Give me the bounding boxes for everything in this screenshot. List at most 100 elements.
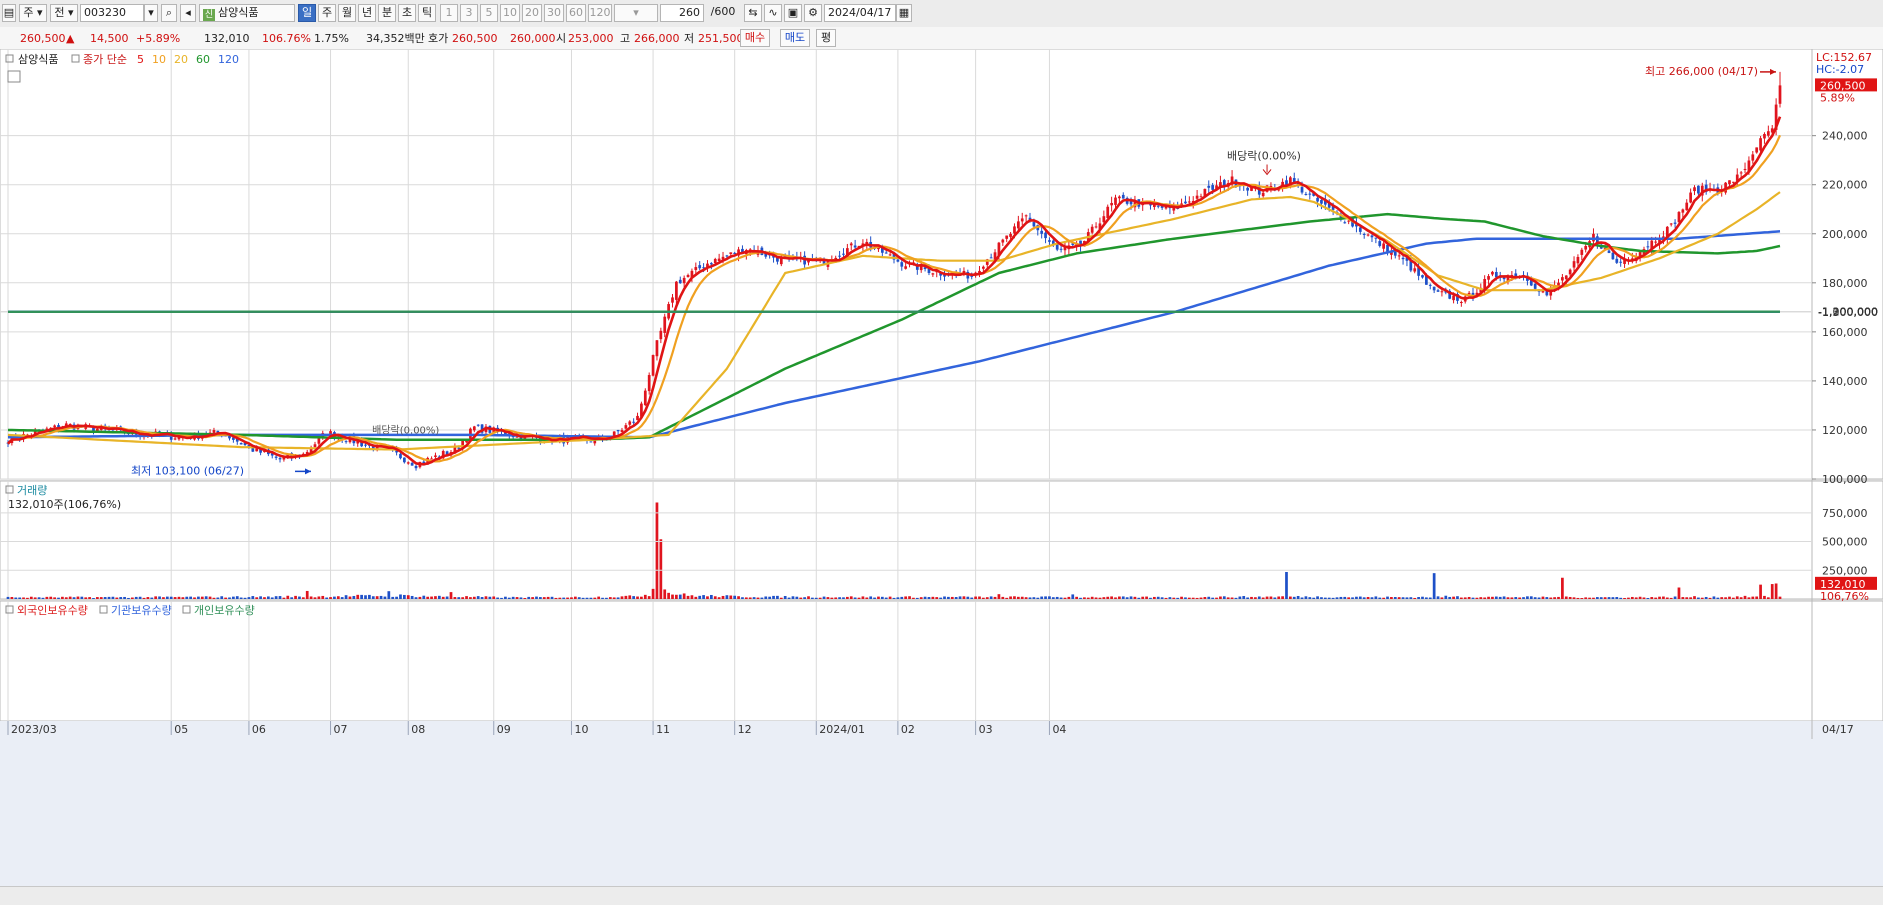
tab-day[interactable]: 일 — [298, 4, 316, 22]
tab-week[interactable]: 주 — [318, 4, 336, 22]
custom-interval-select[interactable]: ▾ — [614, 4, 658, 22]
candle-body — [430, 458, 433, 459]
candle-body — [1460, 302, 1463, 303]
gear-icon[interactable]: ⚙ — [804, 4, 822, 22]
volume-bar — [1639, 597, 1642, 599]
candle-body — [1569, 270, 1572, 275]
scroll-bar[interactable] — [0, 886, 1883, 905]
volume-bar — [838, 597, 841, 599]
compare-icon[interactable]: ⇆ — [744, 4, 762, 22]
volume-bar — [1600, 597, 1603, 599]
volume-bar — [1075, 597, 1078, 599]
volume-bar — [702, 595, 705, 599]
menu-icon[interactable]: ▤ — [2, 4, 16, 22]
volume-bar — [1612, 597, 1615, 599]
interval-3[interactable]: 3 — [460, 4, 478, 22]
candle-body — [1495, 272, 1498, 277]
candle-body — [1382, 243, 1385, 248]
y-tick-label: 180,000 — [1822, 277, 1868, 290]
volume-bar — [562, 598, 565, 599]
volume-bar — [119, 597, 122, 599]
market-select[interactable]: 전 ▾ — [50, 4, 78, 22]
volume-bar — [1165, 598, 1168, 599]
candle-body — [1305, 194, 1308, 195]
candle-body — [411, 463, 414, 466]
volume-bar — [30, 597, 33, 599]
volume-bar — [978, 596, 981, 599]
volume-bar — [1180, 597, 1183, 599]
date-input[interactable]: 2024/04/17 — [824, 4, 896, 22]
interval-60[interactable]: 60 — [566, 4, 586, 22]
candle-body — [1612, 253, 1615, 259]
volume-bar — [1192, 598, 1195, 599]
candle-body — [1102, 216, 1105, 222]
save-icon[interactable]: ▣ — [784, 4, 802, 22]
volume-bar — [1557, 597, 1560, 599]
volume-bar — [457, 597, 460, 599]
volume-bar — [963, 596, 966, 599]
volume-tick-label: 500,000 — [1822, 536, 1868, 549]
volume-bar — [1530, 596, 1533, 599]
candle-body — [726, 255, 729, 256]
interval-5[interactable]: 5 — [480, 4, 498, 22]
candle-body — [1378, 241, 1381, 246]
calendar-icon[interactable]: ▦ — [896, 4, 912, 22]
volume-bar — [1740, 597, 1743, 599]
tab-tick[interactable]: 틱 — [418, 4, 436, 22]
x-tick-label: 09 — [497, 723, 511, 736]
interval-120[interactable]: 120 — [588, 4, 612, 22]
volume-bar — [1367, 597, 1370, 599]
ma-legend-period: 120 — [218, 53, 239, 66]
count-input[interactable]: 260 — [660, 4, 704, 22]
volume-bar — [998, 594, 1001, 599]
buy-button[interactable]: 매수 — [740, 29, 770, 47]
high-price: 266,000 — [634, 31, 680, 46]
x-tick-label: 11 — [656, 723, 670, 736]
volume-bar — [1215, 598, 1218, 599]
volume-bar — [1584, 597, 1587, 599]
code-input[interactable]: 003230 — [80, 4, 144, 22]
volume-bar — [1382, 598, 1385, 599]
volume-panel — [0, 481, 1883, 599]
volume-bar — [663, 589, 666, 599]
candle-body — [729, 252, 732, 254]
chevron-down-icon[interactable]: ▾ — [144, 4, 158, 22]
candle-body — [897, 260, 900, 262]
ask-price: 260,500 — [452, 31, 498, 46]
tab-year[interactable]: 년 — [358, 4, 376, 22]
candle-body — [1580, 250, 1583, 255]
candle-body — [1577, 257, 1580, 263]
volume-bar — [454, 597, 457, 599]
candle-body — [434, 455, 437, 457]
tab-minute[interactable]: 분 — [378, 4, 396, 22]
candle-body — [1091, 227, 1094, 233]
volume-bar — [1017, 597, 1020, 599]
speaker-icon[interactable]: ◂ — [180, 4, 196, 22]
bid-price: 260,000 — [510, 31, 556, 46]
volume-bar — [1538, 598, 1541, 599]
count-max: /600 — [704, 4, 742, 22]
volume-bar — [1246, 598, 1249, 599]
volume-bar — [1153, 597, 1156, 599]
volume-bar — [834, 597, 837, 599]
period-select[interactable]: 주 ▾ — [19, 4, 47, 22]
sell-button[interactable]: 매도 — [780, 29, 810, 47]
search-icon[interactable]: ⌕ — [161, 4, 177, 22]
chart-type-icon[interactable]: ∿ — [764, 4, 782, 22]
volume-bar — [722, 596, 725, 599]
last-change-label: 5.89% — [1820, 91, 1855, 104]
volume-bar — [1751, 597, 1754, 599]
interval-20[interactable]: 20 — [522, 4, 542, 22]
interval-30[interactable]: 30 — [544, 4, 564, 22]
ma-legend-period: 20 — [174, 53, 188, 66]
interval-1[interactable]: 1 — [440, 4, 458, 22]
volume-bar — [224, 598, 227, 599]
tab-second[interactable]: 초 — [398, 4, 416, 22]
volume-bar — [687, 596, 690, 599]
tab-month[interactable]: 월 — [338, 4, 356, 22]
interval-10[interactable]: 10 — [500, 4, 520, 22]
average-button[interactable]: 평 — [816, 29, 836, 47]
volume-bar — [271, 597, 274, 599]
volume-bar — [1238, 597, 1241, 599]
